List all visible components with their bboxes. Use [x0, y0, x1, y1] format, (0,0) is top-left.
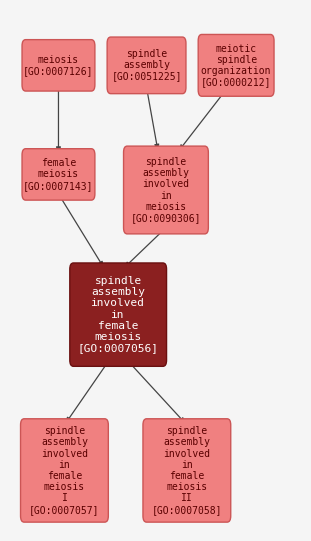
Text: spindle
assembly
[GO:0051225]: spindle assembly [GO:0051225] — [111, 49, 182, 82]
Text: spindle
assembly
involved
in
meiosis
[GO:0090306]: spindle assembly involved in meiosis [GO… — [131, 157, 201, 223]
Text: spindle
assembly
involved
in
female
meiosis
I
[GO:0007057]: spindle assembly involved in female meio… — [29, 426, 100, 514]
FancyBboxPatch shape — [22, 39, 95, 91]
FancyBboxPatch shape — [123, 146, 208, 234]
Text: spindle
assembly
involved
in
female
meiosis
II
[GO:0007058]: spindle assembly involved in female meio… — [151, 426, 222, 514]
Text: female
meiosis
[GO:0007143]: female meiosis [GO:0007143] — [23, 158, 94, 190]
Text: meiosis
[GO:0007126]: meiosis [GO:0007126] — [23, 55, 94, 76]
FancyBboxPatch shape — [198, 35, 274, 96]
FancyBboxPatch shape — [21, 419, 108, 522]
FancyBboxPatch shape — [22, 149, 95, 200]
FancyBboxPatch shape — [107, 37, 186, 94]
FancyBboxPatch shape — [143, 419, 231, 522]
Text: spindle
assembly
involved
in
female
meiosis
[GO:0007056]: spindle assembly involved in female meio… — [78, 276, 159, 353]
FancyBboxPatch shape — [70, 263, 167, 366]
Text: meiotic
spindle
organization
[GO:0000212]: meiotic spindle organization [GO:0000212… — [201, 44, 272, 87]
